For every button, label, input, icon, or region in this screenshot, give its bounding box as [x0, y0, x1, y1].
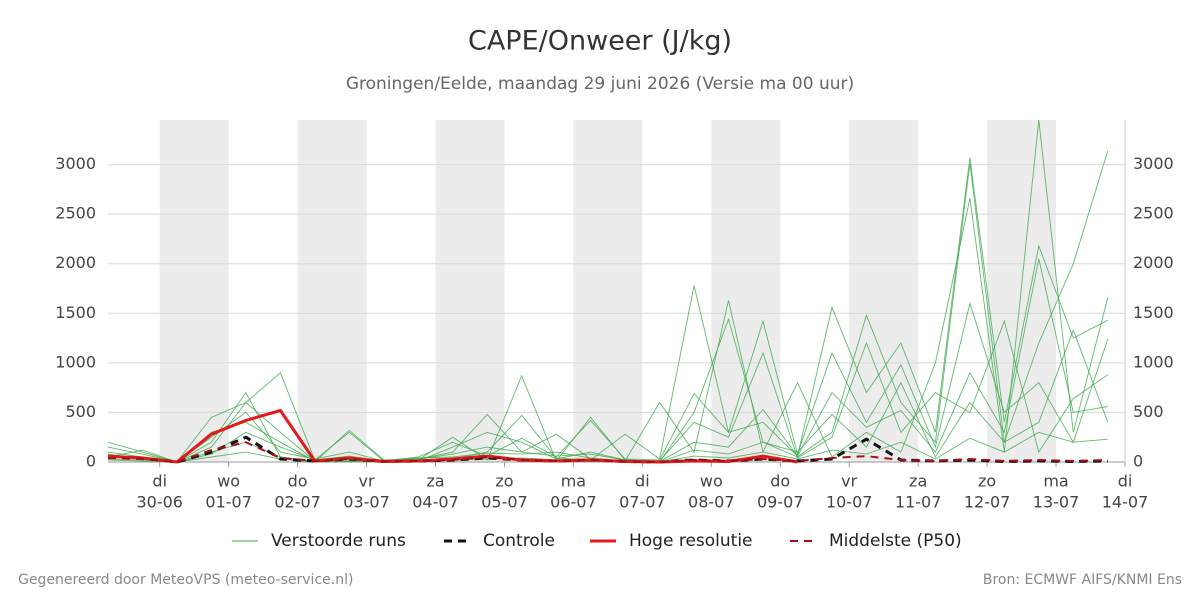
x-tick-label: 06-07 — [550, 493, 597, 512]
x-tick-weekday: za — [426, 472, 444, 491]
footer-right: Bron: ECMWF AIFS/KNMI Ens — [983, 572, 1182, 588]
x-tick-weekday: di — [152, 472, 167, 491]
x-tick-weekday: za — [909, 472, 927, 491]
x-tick-label: 07-07 — [619, 493, 666, 512]
x-tick-label: 02-07 — [274, 493, 321, 512]
y2-tick-label: 1000 — [1133, 352, 1174, 371]
y-tick-label: 500 — [65, 402, 96, 421]
chart-subtitle: Groningen/Eelde, maandag 29 juni 2026 (V… — [346, 74, 854, 94]
legend-label: Controle — [483, 531, 555, 551]
x-tick-weekday: ma — [1043, 472, 1068, 491]
day-shade — [297, 120, 367, 462]
ensemble-line — [107, 258, 1108, 463]
series-line — [107, 441, 1108, 463]
y-tick-label: 1000 — [55, 352, 96, 371]
legend-label: Verstoorde runs — [271, 531, 406, 551]
y2-tick-label: 500 — [1133, 402, 1164, 421]
ensemble-line — [107, 157, 1109, 463]
x-tick-weekday: di — [635, 472, 650, 491]
y-tick-label: 0 — [86, 452, 96, 471]
x-tick-weekday: ma — [561, 472, 586, 491]
day-shade — [849, 120, 919, 462]
chart-title: CAPE/Onweer (J/kg) — [468, 26, 732, 57]
x-tick-label: 11-07 — [895, 493, 942, 512]
ensemble-line — [107, 319, 1109, 463]
x-tick-weekday: do — [770, 472, 790, 491]
x-tick-label: 14-07 — [1102, 493, 1149, 512]
y-tick-label: 2000 — [55, 253, 96, 272]
x-tick-weekday: do — [288, 472, 308, 491]
x-tick-label: 05-07 — [481, 493, 528, 512]
x-tick-weekday: wo — [700, 472, 723, 491]
x-tick-label: 09-07 — [757, 493, 804, 512]
x-tick-label: 01-07 — [205, 493, 252, 512]
x-tick-weekday: vr — [359, 472, 375, 491]
legend-label: Middelste (P50) — [829, 531, 962, 551]
x-tick-label: 30-06 — [136, 493, 183, 512]
x-tick-weekday: vr — [841, 472, 857, 491]
day-shade — [435, 120, 505, 462]
footer-left: Gegenereerd door MeteoVPS (meteo-service… — [18, 572, 353, 588]
day-shade — [159, 120, 229, 462]
y-tick-label: 1500 — [55, 303, 96, 322]
x-tick-label: 10-07 — [826, 493, 873, 512]
y2-tick-label: 2500 — [1133, 204, 1174, 223]
day-shade — [711, 120, 781, 462]
y2-tick-label: 1500 — [1133, 303, 1174, 322]
y2-tick-label: 3000 — [1133, 154, 1174, 173]
x-tick-label: 12-07 — [964, 493, 1011, 512]
y2-tick-label: 2000 — [1133, 253, 1174, 272]
x-tick-weekday: zo — [495, 472, 513, 491]
y-tick-label: 3000 — [55, 154, 96, 173]
y2-tick-label: 0 — [1133, 452, 1143, 471]
x-tick-label: 13-07 — [1033, 493, 1080, 512]
day-shade — [573, 120, 643, 462]
x-tick-label: 04-07 — [412, 493, 459, 512]
x-tick-weekday: wo — [217, 472, 240, 491]
x-tick-weekday: di — [1118, 472, 1133, 491]
day-shade — [987, 120, 1057, 462]
legend-label: Hoge resolutie — [629, 531, 753, 551]
y-tick-label: 2500 — [55, 204, 96, 223]
x-tick-weekday: zo — [978, 472, 996, 491]
ensemble-line — [107, 301, 1109, 463]
x-tick-label: 08-07 — [688, 493, 735, 512]
x-tick-label: 03-07 — [343, 493, 390, 512]
